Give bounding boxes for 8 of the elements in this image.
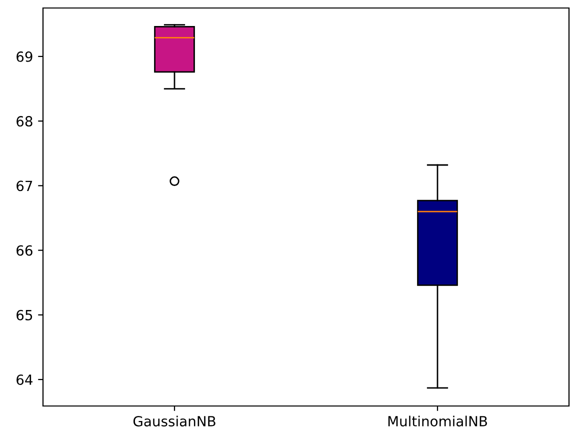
- y-tick-label: 65: [16, 310, 32, 320]
- y-tick-label: 67: [16, 180, 32, 192]
- y-tick-label: 69: [16, 51, 32, 62]
- y-tick-label: 64: [16, 374, 32, 385]
- y-tick-label: 66: [16, 245, 32, 256]
- x-tick-label: GaussianNB: [133, 416, 216, 426]
- y-tick-label: 68: [16, 116, 32, 127]
- x-tick-label: MultinomialNB: [388, 416, 487, 426]
